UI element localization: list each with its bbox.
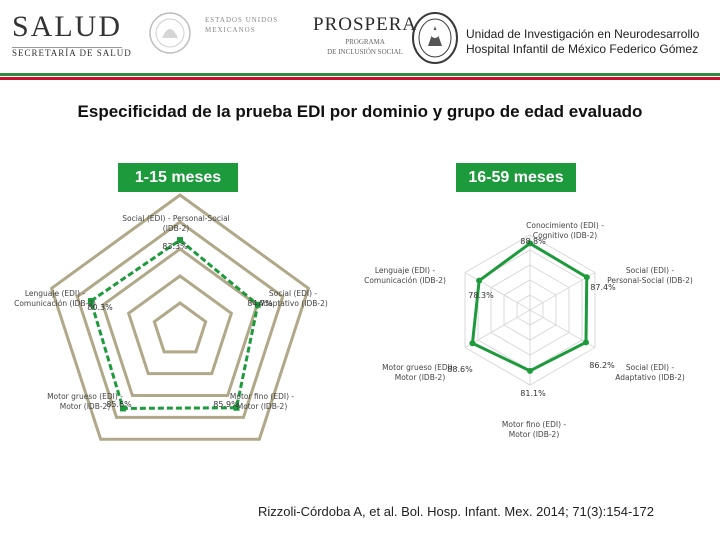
radar-chart-2: Conocimiento (EDI) -Cognitivo (IDB-2) Soc… <box>364 221 693 439</box>
axis-label: Motor fino (EDI) -Motor (IDB-2) <box>230 392 294 411</box>
data-point <box>254 301 261 308</box>
axis-label: Motor fino (EDI) -Motor (IDB-2) <box>502 420 566 439</box>
axis-label: Social (EDI) -Personal-Social (IDB-2) <box>607 266 693 285</box>
prospera-logo-subtitle-1: PROGRAMA <box>345 38 385 46</box>
axis-label: Motor grueso (EDI) -Motor (IDB-2) <box>382 363 458 382</box>
value-label: 88.8% <box>520 237 546 246</box>
prospera-logo-subtitle-2: DE INCLUSIÓN SOCIAL <box>327 48 403 56</box>
data-point <box>583 274 590 281</box>
grid-spoke <box>529 272 596 311</box>
salud-logo-text: SALUD <box>12 10 123 43</box>
data-point <box>476 277 483 284</box>
value-label: 85.9% <box>213 400 239 409</box>
axis-label: Social (EDI) - Personal-Social (IDB-2) <box>122 214 230 233</box>
hospital-seal-icon <box>412 12 458 64</box>
radar-chart-1: Social (EDI) - Personal-Social (IDB-2) Len… <box>14 193 328 441</box>
value-label: 83.3% <box>162 242 188 251</box>
data-point <box>177 237 183 244</box>
citation: Rizzoli-Córdoba A, et al. Bol. Hosp. Inf… <box>258 504 654 519</box>
chart-title-1-15-meses: 1-15 meses <box>118 163 238 192</box>
value-label: 80.3% <box>87 303 113 312</box>
prospera-logo: PROSPERA PROGRAMA DE INCLUSIÓN SOCIAL <box>313 14 417 56</box>
national-emblem-icon <box>149 12 191 54</box>
axis-label: Lenguaje (EDI) -Comunicación (IDB-2) <box>364 266 446 285</box>
value-label: 81.1% <box>520 389 546 398</box>
government-text: ESTADOS UNIDOS MEXICANOS <box>205 16 279 34</box>
page-title: Especificidad de la prueba EDI por domin… <box>77 102 643 121</box>
grid-ring <box>126 274 234 376</box>
institution-line-1: Unidad de Investigación en Neurodesarrol… <box>466 27 700 41</box>
header: SALUD SECRETARÍA DE SALUD ESTADOS UNIDOS… <box>0 0 720 80</box>
axis-label: Social (EDI) -Adaptativo (IDB-2) <box>258 289 328 308</box>
grid-ring <box>75 220 285 419</box>
data-point <box>469 340 476 347</box>
data-point <box>582 339 589 346</box>
institution-line-2: Hospital Infantil de México Federico Góm… <box>466 42 699 56</box>
salud-logo: SALUD SECRETARÍA DE SALUD <box>12 12 132 58</box>
value-label: 88.6% <box>447 365 473 374</box>
value-label: 87.4% <box>590 283 616 292</box>
value-label: 84.7% <box>247 299 273 308</box>
axis-label: Social (EDI) -Adaptativo (IDB-2) <box>615 363 685 382</box>
header-rule-green <box>0 73 720 76</box>
salud-logo-rule <box>12 47 122 48</box>
header-rule-red <box>0 77 720 80</box>
value-label: 78.3% <box>468 291 494 300</box>
data-point <box>527 367 533 374</box>
axis-label: Lenguaje (EDI) -Comunicación (IDB-2) <box>14 289 96 308</box>
data-point <box>527 240 533 247</box>
chart-title-16-59-meses: 16-59 meses <box>456 163 576 192</box>
prospera-logo-text: PROSPERA <box>313 14 418 35</box>
institution-info: Unidad de Investigación en Neurodesarrol… <box>466 27 699 57</box>
data-point <box>120 405 127 412</box>
data-point <box>233 404 240 411</box>
grid-spoke <box>464 272 531 311</box>
grid-ring <box>152 301 208 354</box>
grid-spoke <box>464 309 531 348</box>
axis-label: Conocimiento (EDI) -Cognitivo (IDB-2) <box>526 221 604 240</box>
value-label: 86.2% <box>589 361 615 370</box>
data-point <box>87 298 94 305</box>
grid-ring <box>49 193 311 441</box>
salud-logo-subtitle: SECRETARÍA DE SALUD <box>12 48 132 58</box>
value-label: 85.6% <box>106 400 132 409</box>
grid-ring <box>101 247 259 398</box>
series-line <box>89 238 260 410</box>
axis-label: Motor grueso (EDI) -Motor (IDB-2) <box>47 392 123 411</box>
